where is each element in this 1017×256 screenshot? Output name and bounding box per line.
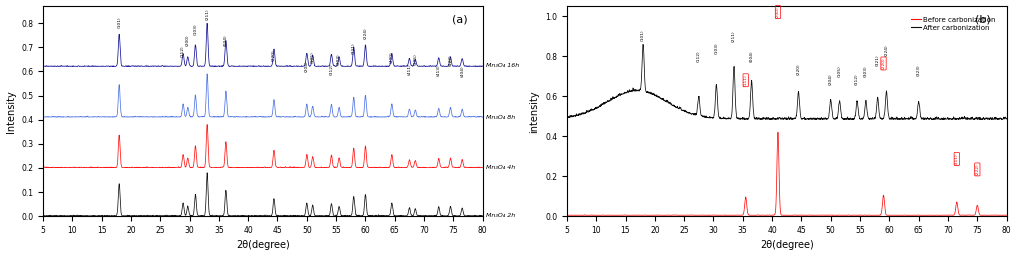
Text: (321): (321) <box>352 42 356 54</box>
Text: (220): (220) <box>882 58 886 69</box>
Text: (111): (111) <box>743 74 747 86</box>
Text: (105): (105) <box>310 51 314 63</box>
Text: (220): (220) <box>796 63 800 74</box>
Text: (101): (101) <box>117 17 121 28</box>
X-axis label: 2θ(degree): 2θ(degree) <box>236 240 290 250</box>
Before carbonization <box>915 214 928 217</box>
Text: (312): (312) <box>855 73 859 85</box>
Before carbonization <box>637 214 649 217</box>
After carbonization <box>560 116 573 119</box>
After carbonization <box>1001 117 1013 120</box>
Text: (224): (224) <box>363 27 367 39</box>
Text: Mn₃O₄ 8h: Mn₃O₄ 8h <box>486 114 515 120</box>
Before carbonization <box>993 214 1005 217</box>
Text: (220): (220) <box>272 49 276 61</box>
Before carbonization <box>611 214 623 217</box>
Text: (413): (413) <box>436 64 440 76</box>
Text: (311): (311) <box>955 153 959 165</box>
Text: (a): (a) <box>452 15 468 25</box>
Text: (312): (312) <box>330 63 334 74</box>
Text: (200): (200) <box>186 35 190 46</box>
Text: (400): (400) <box>390 51 394 63</box>
Legend: Before carbonization, After carbonization: Before carbonization, After carbonizatio… <box>908 14 999 33</box>
After carbonization <box>611 94 623 98</box>
Y-axis label: Intensity: Intensity <box>5 90 15 133</box>
Text: Mn₃O₄ 2h: Mn₃O₄ 2h <box>486 213 515 218</box>
Text: (204): (204) <box>305 61 309 72</box>
Text: (112): (112) <box>181 45 185 57</box>
Text: (323): (323) <box>916 64 920 76</box>
Text: (103): (103) <box>193 23 197 35</box>
After carbonization <box>638 44 650 47</box>
Before carbonization <box>1001 214 1013 217</box>
Text: (321): (321) <box>876 55 880 66</box>
Text: (303): (303) <box>337 54 341 65</box>
Text: (103): (103) <box>714 42 718 54</box>
Before carbonization <box>749 214 761 217</box>
Before carbonization <box>729 214 741 217</box>
Text: (411): (411) <box>408 63 412 74</box>
Text: (b): (b) <box>975 15 992 25</box>
Before carbonization <box>560 214 573 217</box>
Text: (211): (211) <box>205 8 210 20</box>
Text: (211): (211) <box>732 30 736 42</box>
Text: (404): (404) <box>461 65 464 77</box>
After carbonization <box>749 117 761 120</box>
After carbonization <box>729 104 741 108</box>
Before carbonization <box>945 214 957 217</box>
Text: (200): (200) <box>776 6 780 18</box>
After carbonization <box>993 118 1005 121</box>
Text: (303): (303) <box>863 65 868 77</box>
X-axis label: 2θ(degree): 2θ(degree) <box>760 240 814 250</box>
Text: (204): (204) <box>829 73 833 85</box>
Text: (305): (305) <box>413 53 417 65</box>
Y-axis label: intensity: intensity <box>530 90 539 133</box>
Text: (004): (004) <box>224 35 228 46</box>
Line: Before carbonization: Before carbonization <box>566 132 1007 215</box>
Text: (004): (004) <box>750 50 754 62</box>
Text: (222): (222) <box>975 164 979 175</box>
Text: (101): (101) <box>641 29 645 41</box>
Line: After carbonization: After carbonization <box>566 44 1007 119</box>
After carbonization <box>945 117 957 120</box>
Text: (105): (105) <box>838 65 841 77</box>
Text: (422): (422) <box>448 55 453 66</box>
Text: (224): (224) <box>885 44 889 56</box>
Text: (112): (112) <box>697 50 701 62</box>
After carbonization <box>973 118 985 121</box>
Text: Mn₃O₄ 16h: Mn₃O₄ 16h <box>486 63 519 68</box>
Text: Mn₃O₄ 4h: Mn₃O₄ 4h <box>486 165 515 170</box>
After carbonization <box>637 43 649 46</box>
Before carbonization <box>772 131 784 134</box>
